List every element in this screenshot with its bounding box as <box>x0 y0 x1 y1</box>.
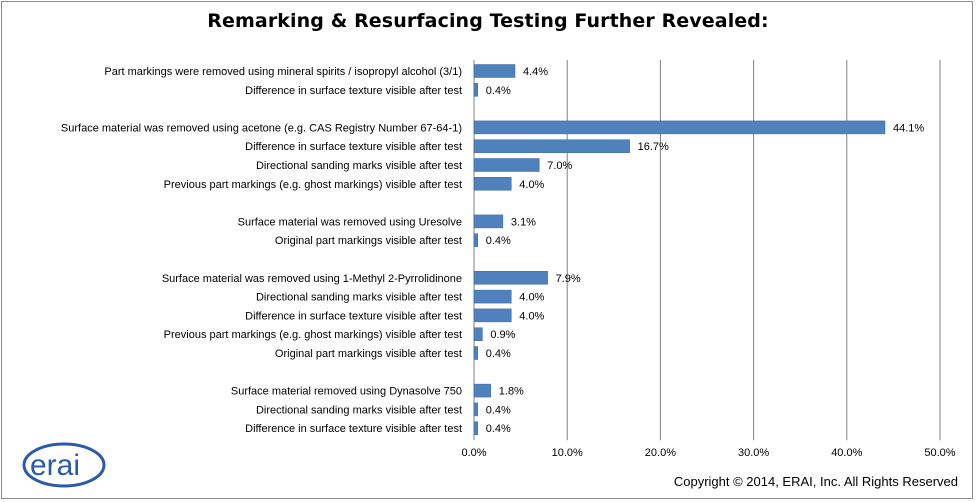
x-tick-label: 20.0% <box>645 447 676 459</box>
bar <box>473 83 478 97</box>
category-label: Surface material was removed using aceto… <box>61 122 462 134</box>
bar <box>473 402 478 417</box>
category-label: Surface material removed using Dynasolve… <box>231 386 462 398</box>
category-label: Surface material was removed using Ureso… <box>238 216 462 228</box>
category-label: Difference in surface texture visible af… <box>245 141 462 153</box>
data-label: 1.8% <box>499 386 524 398</box>
category-label: Surface material was removed using 1-Met… <box>162 273 462 285</box>
data-label: 7.0% <box>547 160 572 172</box>
data-label: 0.4% <box>486 235 511 247</box>
data-label: 4.0% <box>519 292 544 304</box>
category-label: Directional sanding marks visible after … <box>256 292 462 304</box>
bar <box>473 64 516 78</box>
x-tick-label: 0.0% <box>461 447 486 459</box>
bar <box>473 214 504 229</box>
bar <box>473 158 540 172</box>
bar <box>473 289 512 304</box>
bar <box>473 421 478 435</box>
category-label: Difference in surface texture visible af… <box>245 423 462 435</box>
x-tick-label: 50.0% <box>924 447 955 459</box>
data-label: 3.1% <box>511 216 536 228</box>
data-label: 0.4% <box>486 348 511 360</box>
bar <box>473 327 483 341</box>
copyright-text: Copyright © 2014, ERAI, Inc. All Rights … <box>673 474 958 489</box>
bar <box>473 346 478 360</box>
category-label: Original part markings visible after tes… <box>275 348 462 360</box>
logo-text: erai <box>30 449 80 482</box>
bar <box>473 139 630 153</box>
category-label: Original part markings visible after tes… <box>275 235 462 247</box>
data-label: 4.4% <box>523 66 548 78</box>
data-label: 16.7% <box>638 141 669 153</box>
chart-title: Remarking & Resurfacing Testing Further … <box>207 10 769 32</box>
category-label: Directional sanding marks visible after … <box>256 160 462 172</box>
x-tick-label: 40.0% <box>831 447 862 459</box>
x-tick-label: 30.0% <box>738 447 769 459</box>
data-label: 44.1% <box>893 122 924 134</box>
data-label: 0.4% <box>486 423 511 435</box>
data-label: 4.0% <box>519 179 544 191</box>
bar <box>473 271 548 285</box>
data-label: 0.9% <box>490 329 515 341</box>
category-label: Difference in surface texture visible af… <box>245 310 462 322</box>
data-label: 4.0% <box>519 310 544 322</box>
bar <box>473 308 512 323</box>
erai-logo: erai <box>22 442 106 488</box>
category-label: Previous part markings (e.g. ghost marki… <box>164 179 462 191</box>
x-tick-label: 10.0% <box>552 447 583 459</box>
category-label: Previous part markings (e.g. ghost marki… <box>164 329 462 341</box>
category-label: Directional sanding marks visible after … <box>256 404 462 416</box>
data-label: 7.9% <box>556 273 581 285</box>
bar <box>473 383 492 398</box>
data-label: 0.4% <box>486 85 511 97</box>
data-label: 0.4% <box>486 404 511 416</box>
category-label: Part markings were removed using mineral… <box>104 66 462 78</box>
category-label: Difference in surface texture visible af… <box>245 85 462 97</box>
bar <box>473 177 512 191</box>
bar <box>473 233 478 247</box>
bar <box>473 120 886 135</box>
